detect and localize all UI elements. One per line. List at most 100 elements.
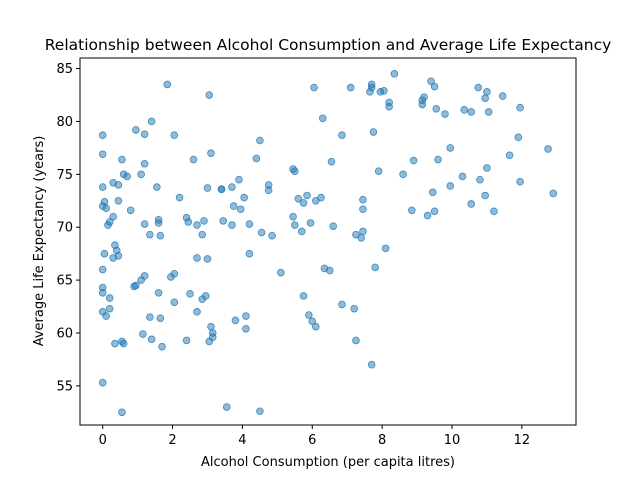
data-point: [369, 128, 378, 136]
data-point: [98, 150, 107, 159]
data-point: [304, 311, 313, 319]
data-point: [170, 298, 179, 307]
data-point: [505, 151, 514, 160]
data-point: [207, 322, 215, 331]
data-point: [170, 131, 179, 140]
data-point: [123, 172, 131, 181]
data-point: [498, 92, 507, 100]
data-point: [105, 294, 114, 302]
y-axis-ticks: 55 60 65 70 75 80 85: [56, 62, 80, 394]
data-point: [374, 167, 383, 175]
data-point: [114, 181, 123, 189]
data-point: [114, 196, 123, 205]
data-point: [325, 266, 334, 275]
data-point: [268, 231, 276, 240]
x-tick-label: 12: [514, 433, 531, 448]
data-point: [317, 193, 325, 202]
data-point: [385, 102, 393, 111]
data-point: [359, 195, 367, 204]
x-tick-label: 4: [238, 433, 246, 448]
data-point: [490, 207, 498, 216]
data-point: [170, 269, 179, 278]
data-point: [357, 234, 365, 242]
x-tick-label: 10: [444, 433, 461, 448]
data-point: [198, 230, 207, 239]
x-axis-label: Alcohol Consumption (per capita litres): [201, 455, 455, 470]
data-point: [467, 108, 476, 116]
data-point: [163, 80, 172, 89]
data-point: [102, 204, 110, 212]
data-point: [350, 304, 359, 313]
data-point: [139, 330, 147, 338]
data-point: [201, 292, 210, 300]
data-point: [310, 83, 318, 92]
data-point: [256, 136, 264, 145]
data-point: [156, 231, 165, 240]
data-point: [297, 227, 306, 236]
data-point: [381, 244, 390, 253]
data-point: [245, 249, 254, 258]
data-point: [217, 185, 226, 193]
data-point: [140, 272, 149, 280]
data-point: [242, 324, 250, 333]
data-point: [380, 86, 388, 95]
data-point: [430, 207, 439, 216]
data-point: [467, 200, 476, 208]
data-point: [118, 408, 126, 417]
x-tick-label: 0: [99, 433, 107, 448]
data-point: [109, 254, 117, 262]
data-point: [329, 222, 338, 230]
x-tick-label: 6: [308, 433, 316, 448]
data-point: [109, 212, 117, 221]
data-point: [390, 70, 399, 78]
data-point: [327, 157, 336, 166]
data-point: [154, 216, 163, 224]
data-point: [409, 156, 418, 165]
data-point: [203, 255, 212, 263]
data-point: [98, 378, 107, 387]
data-point: [154, 288, 163, 297]
data-point: [207, 149, 215, 157]
data-point: [189, 155, 198, 164]
data-point: [132, 126, 140, 134]
data-point: [359, 205, 367, 214]
data-point: [306, 219, 315, 227]
data-point: [146, 230, 154, 239]
data-point: [303, 191, 311, 200]
data-point: [203, 184, 212, 192]
y-tick-label: 70: [56, 221, 73, 236]
x-tick-label: 2: [168, 433, 176, 448]
data-point: [514, 133, 523, 142]
data-point: [434, 155, 442, 164]
data-point: [140, 220, 149, 228]
data-point: [147, 117, 156, 126]
data-point: [228, 183, 236, 191]
data-point: [516, 103, 524, 112]
data-point: [352, 336, 360, 345]
data-point: [474, 83, 483, 92]
data-point: [147, 335, 156, 344]
data-point: [252, 154, 261, 163]
data-point: [98, 183, 107, 191]
data-point: [235, 175, 243, 184]
data-point: [291, 221, 299, 229]
y-tick-label: 60: [56, 326, 73, 341]
data-point: [289, 212, 297, 221]
data-point: [430, 82, 439, 91]
data-point: [231, 316, 240, 325]
data-point: [420, 93, 428, 101]
y-tick-label: 65: [56, 274, 73, 289]
data-point: [399, 170, 407, 179]
data-point: [423, 211, 432, 220]
data-point: [158, 342, 166, 351]
data-point: [137, 170, 145, 179]
data-point: [294, 194, 303, 203]
data-point: [100, 249, 109, 258]
y-axis-label: Average Life Expectancy (years): [32, 136, 47, 347]
data-point: [228, 221, 236, 229]
data-point: [481, 94, 489, 102]
x-tick-label: 8: [378, 433, 386, 448]
data-point: [484, 108, 493, 116]
data-point: [428, 188, 437, 197]
data-point: [277, 268, 285, 277]
